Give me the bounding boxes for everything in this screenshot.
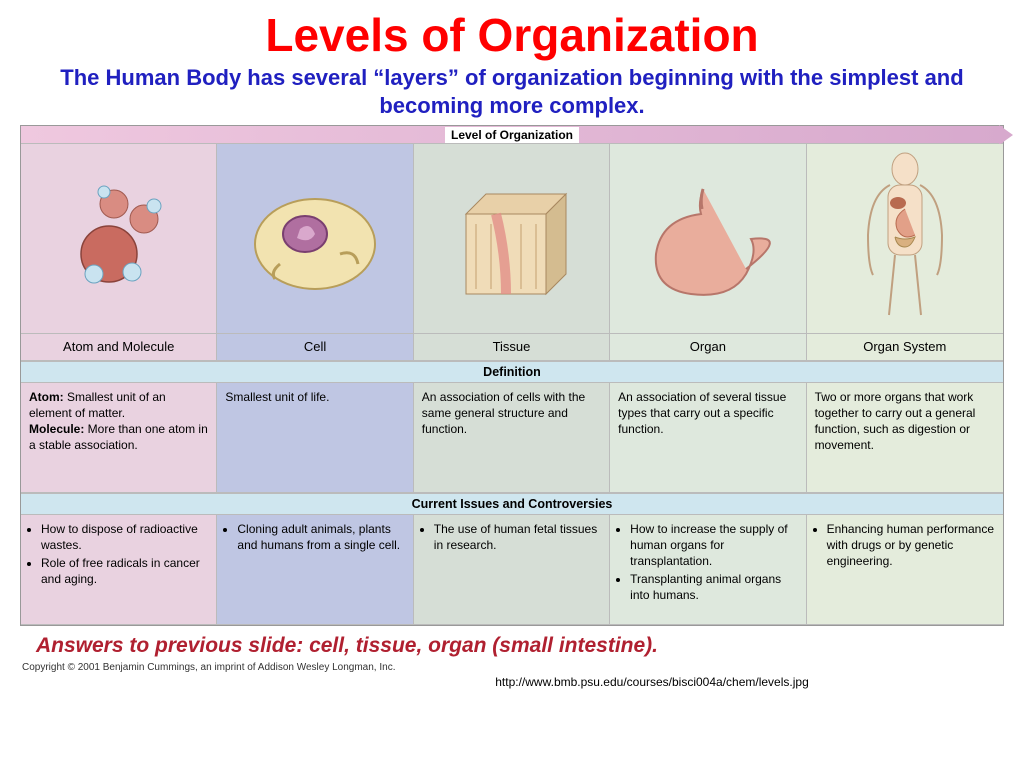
issues-list-2: The use of human fetal tissues in resear… xyxy=(428,521,601,553)
col-def-1: Smallest unit of life. xyxy=(217,383,413,493)
def-text-1: Smallest unit of life. xyxy=(225,390,329,404)
def-text-0: Atom: Smallest unit of an element of mat… xyxy=(29,390,208,453)
col-issues-0: How to dispose of radioactive wastes.Rol… xyxy=(21,515,217,625)
def-text-2: An association of cells with the same ge… xyxy=(422,390,585,436)
atom-molecule-icon xyxy=(21,144,216,333)
label-row: Atom and Molecule Cell Tissue Organ Orga… xyxy=(21,334,1003,361)
col-issues-3: How to increase the supply of human orga… xyxy=(610,515,806,625)
tissue-icon xyxy=(414,144,609,333)
list-item: How to increase the supply of human orga… xyxy=(630,521,797,570)
definition-header: Definition xyxy=(21,361,1003,383)
slide: Levels of Organization The Human Body ha… xyxy=(0,0,1024,768)
col-issues-2: The use of human fetal tissues in resear… xyxy=(414,515,610,625)
list-item: How to dispose of radioactive wastes. xyxy=(41,521,208,553)
page-subtitle: The Human Body has several “layers” of o… xyxy=(20,64,1004,119)
image-row xyxy=(21,144,1003,334)
level-arrow: Level of Organization xyxy=(21,126,1003,144)
col-image-2 xyxy=(414,144,610,334)
col-image-0 xyxy=(21,144,217,334)
level-arrow-label: Level of Organization xyxy=(445,127,579,143)
col-label-3: Organ xyxy=(610,334,806,361)
definition-row: Atom: Smallest unit of an element of mat… xyxy=(21,383,1003,493)
col-def-4: Two or more organs that work together to… xyxy=(807,383,1003,493)
col-label-0: Atom and Molecule xyxy=(21,334,217,361)
col-image-4 xyxy=(807,144,1003,334)
cell-icon xyxy=(217,144,412,333)
list-item: Transplanting animal organs into humans. xyxy=(630,571,797,603)
list-item: The use of human fetal tissues in resear… xyxy=(434,521,601,553)
col-issues-4: Enhancing human performance with drugs o… xyxy=(807,515,1003,625)
copyright-text: Copyright © 2001 Benjamin Cummings, an i… xyxy=(22,662,1004,673)
issues-list-1: Cloning adult animals, plants and humans… xyxy=(231,521,404,553)
list-item: Cloning adult animals, plants and humans… xyxy=(237,521,404,553)
col-issues-1: Cloning adult animals, plants and humans… xyxy=(217,515,413,625)
answers-note: Answers to previous slide: cell, tissue,… xyxy=(36,634,1004,658)
organ-system-icon xyxy=(807,144,1003,333)
def-text-4: Two or more organs that work together to… xyxy=(815,390,976,453)
page-title: Levels of Organization xyxy=(20,8,1004,62)
def-text-3: An association of several tissue types t… xyxy=(618,390,786,436)
col-def-2: An association of cells with the same ge… xyxy=(414,383,610,493)
col-label-2: Tissue xyxy=(414,334,610,361)
col-image-1 xyxy=(217,144,413,334)
col-label-4: Organ System xyxy=(807,334,1003,361)
list-item: Enhancing human performance with drugs o… xyxy=(827,521,995,570)
issues-list-3: How to increase the supply of human orga… xyxy=(624,521,797,604)
list-item: Role of free radicals in cancer and agin… xyxy=(41,555,208,587)
issues-list-4: Enhancing human performance with drugs o… xyxy=(821,521,995,570)
col-def-3: An association of several tissue types t… xyxy=(610,383,806,493)
col-label-1: Cell xyxy=(217,334,413,361)
issues-header: Current Issues and Controversies xyxy=(21,493,1003,515)
organ-icon xyxy=(610,144,805,333)
col-def-0: Atom: Smallest unit of an element of mat… xyxy=(21,383,217,493)
levels-chart: Level of Organization xyxy=(20,125,1004,626)
issues-row: How to dispose of radioactive wastes.Rol… xyxy=(21,515,1003,625)
col-image-3 xyxy=(610,144,806,334)
source-url: http://www.bmb.psu.edu/courses/bisci004a… xyxy=(20,675,1004,689)
issues-list-0: How to dispose of radioactive wastes.Rol… xyxy=(35,521,208,588)
